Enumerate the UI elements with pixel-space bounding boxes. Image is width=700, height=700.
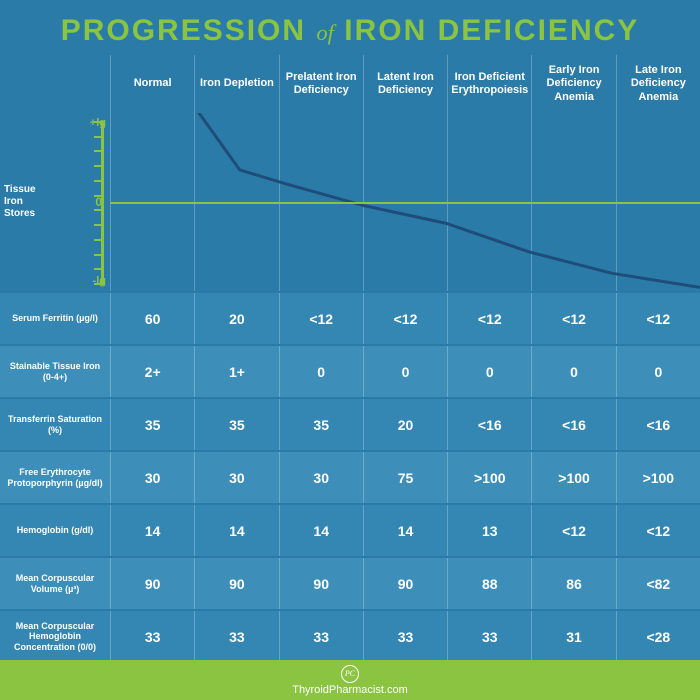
- row-label: Serum Ferritin (µg/l): [0, 293, 110, 344]
- data-cell: 30: [194, 452, 278, 503]
- title-part1: PROGRESSION: [61, 14, 306, 47]
- data-cell: 90: [279, 558, 363, 609]
- data-cell: 33: [194, 611, 278, 662]
- data-cell: <12: [616, 505, 700, 556]
- footer: PC ThyroidPharmacist.com: [0, 660, 700, 700]
- data-cell: <28: [616, 611, 700, 662]
- data-cell: <16: [531, 399, 615, 450]
- row-label: Hemoglobin (g/dl): [0, 505, 110, 556]
- data-cell: >100: [447, 452, 531, 503]
- data-cell: 35: [194, 399, 278, 450]
- data-cell: 0: [447, 346, 531, 397]
- data-cell: 33: [110, 611, 194, 662]
- footer-text: ThyroidPharmacist.com: [292, 684, 408, 696]
- table-row: Free Erythrocyte Protoporphyrin (µg/dl)3…: [0, 450, 700, 503]
- data-cell: 14: [194, 505, 278, 556]
- data-cell: 2+: [110, 346, 194, 397]
- row-label: Mean Corpuscular Hemoglobin Concentratio…: [0, 611, 110, 662]
- table-row: Mean Corpuscular Hemoglobin Concentratio…: [0, 609, 700, 662]
- stage-header: Iron Deficient Erythropoiesis: [447, 55, 531, 113]
- row-label: Free Erythrocyte Protoporphyrin (µg/dl): [0, 452, 110, 503]
- data-cell: <82: [616, 558, 700, 609]
- data-cell: <12: [363, 293, 447, 344]
- data-cell: 35: [279, 399, 363, 450]
- data-cell: 60: [110, 293, 194, 344]
- data-cell: 31: [531, 611, 615, 662]
- data-cell: <16: [616, 399, 700, 450]
- main-grid: Normal Iron Depletion Prelatent Iron Def…: [0, 55, 700, 660]
- data-cell: 88: [447, 558, 531, 609]
- data-cell: 0: [279, 346, 363, 397]
- table-row: Mean Corpuscular Volume (µ³)909090908886…: [0, 556, 700, 609]
- data-cell: 0: [363, 346, 447, 397]
- data-cell: 90: [194, 558, 278, 609]
- data-cell: 33: [279, 611, 363, 662]
- data-cell: 14: [279, 505, 363, 556]
- data-cell: 86: [531, 558, 615, 609]
- table-row: Hemoglobin (g/dl)1414141413<12<12: [0, 503, 700, 556]
- table-row: Stainable Tissue Iron (0-4+)2+1+00000: [0, 344, 700, 397]
- axis-ruler: [58, 121, 104, 283]
- data-cell: 13: [447, 505, 531, 556]
- stage-header: Iron Depletion: [194, 55, 278, 113]
- stage-header: Late Iron Deficiency Anemia: [616, 55, 700, 113]
- y-axis-label: Tissue Iron Stores: [4, 113, 48, 291]
- data-cell: 14: [110, 505, 194, 556]
- data-cell: 20: [363, 399, 447, 450]
- data-cell: <12: [616, 293, 700, 344]
- row-label: Transferrin Saturation (%): [0, 399, 110, 450]
- data-cell: <12: [279, 293, 363, 344]
- title-of: of: [316, 20, 334, 45]
- table-row: Serum Ferritin (µg/l)6020<12<12<12<12<12: [0, 291, 700, 344]
- data-cell: 33: [363, 611, 447, 662]
- data-cell: <16: [447, 399, 531, 450]
- data-cell: 20: [194, 293, 278, 344]
- data-cell: 90: [363, 558, 447, 609]
- table-row: Transferrin Saturation (%)35353520<16<16…: [0, 397, 700, 450]
- data-cell: 1+: [194, 346, 278, 397]
- title-part2: IRON DEFICIENCY: [344, 14, 639, 47]
- data-cell: 30: [279, 452, 363, 503]
- data-cell: >100: [531, 452, 615, 503]
- row-label: Mean Corpuscular Volume (µ³): [0, 558, 110, 609]
- header-spacer: [0, 55, 110, 113]
- page-title: PROGRESSION of IRON DEFICIENCY: [0, 0, 700, 58]
- chart-overlay: [110, 113, 700, 291]
- chart-y-axis: +lg -lg Tissue Iron Stores 0: [0, 113, 110, 291]
- data-cell: <12: [531, 293, 615, 344]
- stage-header: Early Iron Deficiency Anemia: [531, 55, 615, 113]
- data-cell: 0: [531, 346, 615, 397]
- data-cell: <12: [531, 505, 615, 556]
- data-cell: 90: [110, 558, 194, 609]
- stage-header: Prelatent Iron Deficiency: [279, 55, 363, 113]
- data-cell: 33: [447, 611, 531, 662]
- data-cell: 14: [363, 505, 447, 556]
- row-label: Stainable Tissue Iron (0-4+): [0, 346, 110, 397]
- data-cell: 0: [616, 346, 700, 397]
- data-cell: >100: [616, 452, 700, 503]
- footer-logo-icon: PC: [341, 665, 359, 683]
- chart-area: +lg -lg Tissue Iron Stores 0: [0, 113, 700, 291]
- stage-header: Normal: [110, 55, 194, 113]
- data-cell: 35: [110, 399, 194, 450]
- data-cell: 30: [110, 452, 194, 503]
- data-cell: <12: [447, 293, 531, 344]
- stage-header: Latent Iron Deficiency: [363, 55, 447, 113]
- zero-line: [110, 202, 700, 204]
- data-cell: 75: [363, 452, 447, 503]
